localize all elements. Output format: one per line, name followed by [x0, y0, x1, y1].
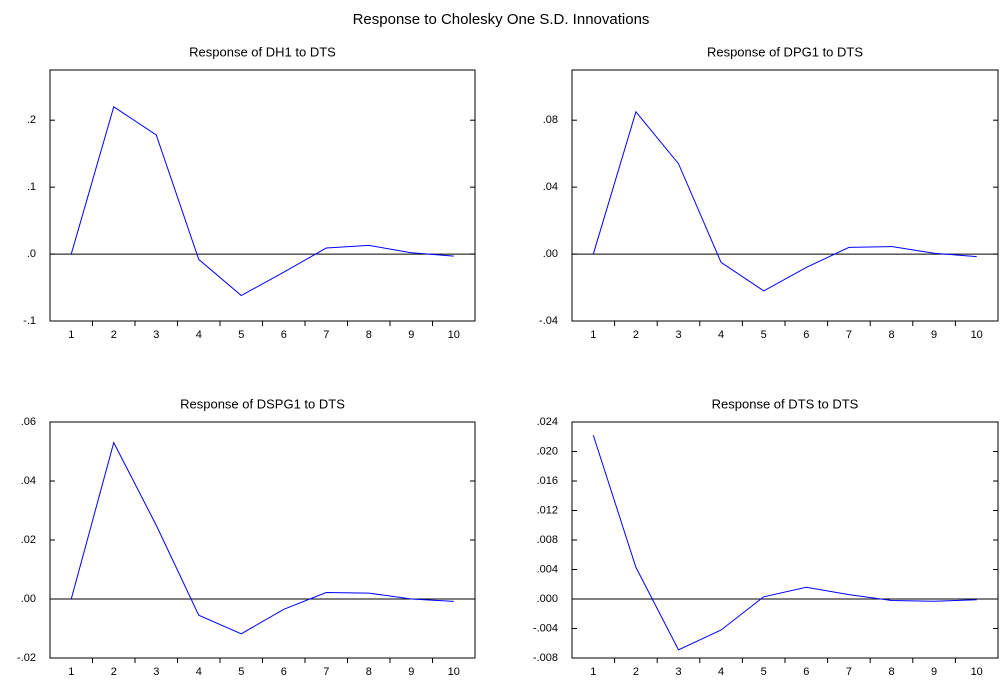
x-tick-label: 2 — [633, 329, 639, 341]
x-tick-label: 9 — [931, 666, 937, 678]
x-tick-label: 9 — [408, 666, 414, 678]
x-tick-label: 3 — [675, 329, 681, 341]
x-tick-label: 5 — [238, 329, 244, 341]
y-tick-label: .04 — [543, 181, 558, 193]
y-tick-label: .020 — [537, 445, 558, 457]
x-tick-label: 10 — [971, 329, 983, 341]
y-tick-label: .04 — [21, 475, 36, 487]
x-tick-label: 3 — [153, 666, 159, 678]
x-tick-label: 8 — [366, 666, 372, 678]
y-tick-label: -.04 — [539, 315, 558, 327]
panel-title: Response of DSPG1 to DTS — [180, 396, 345, 411]
y-tick-label: .02 — [21, 534, 36, 546]
x-tick-label: 1 — [590, 329, 596, 341]
y-tick-label: -.004 — [533, 622, 558, 634]
x-tick-label: 3 — [675, 666, 681, 678]
x-tick-label: 6 — [281, 666, 287, 678]
x-tick-label: 7 — [846, 666, 852, 678]
x-tick-label: 7 — [323, 666, 329, 678]
x-tick-label: 3 — [153, 329, 159, 341]
x-tick-label: 4 — [196, 666, 202, 678]
x-tick-label: 2 — [633, 666, 639, 678]
y-tick-label: -.008 — [533, 652, 558, 664]
x-tick-label: 10 — [971, 666, 983, 678]
plot-frame — [571, 69, 999, 322]
response-line — [70, 441, 454, 635]
x-tick-label: 2 — [111, 666, 117, 678]
x-tick-label: 1 — [590, 666, 596, 678]
x-tick-label: 1 — [68, 329, 74, 341]
x-tick-label: 1 — [68, 666, 74, 678]
x-tick-label: 9 — [931, 329, 937, 341]
y-tick-label: -.02 — [17, 652, 36, 664]
plot-frame — [571, 421, 999, 659]
y-tick-label: .1 — [27, 181, 36, 193]
y-tick-label: .012 — [537, 504, 558, 516]
y-tick-label: .000 — [537, 593, 558, 605]
panel-title: Response of DPG1 to DTS — [707, 44, 863, 59]
x-tick-label: 8 — [366, 329, 372, 341]
x-tick-label: 2 — [111, 329, 117, 341]
response-line — [592, 110, 977, 292]
panel-title: Response of DH1 to DTS — [189, 44, 336, 59]
x-tick-label: 4 — [718, 329, 724, 341]
x-tick-label: 8 — [888, 329, 894, 341]
figure-title: Response to Cholesky One S.D. Innovation… — [353, 11, 650, 28]
x-tick-label: 10 — [448, 666, 460, 678]
x-tick-label: 7 — [846, 329, 852, 341]
y-tick-label: .08 — [543, 114, 558, 126]
x-tick-label: 6 — [803, 666, 809, 678]
plot-frame — [49, 421, 476, 659]
y-tick-label: .008 — [537, 534, 558, 546]
x-tick-label: 5 — [238, 666, 244, 678]
x-tick-label: 4 — [718, 666, 724, 678]
y-tick-label: -.1 — [23, 315, 36, 327]
y-tick-label: .00 — [21, 593, 36, 605]
y-tick-label: .0 — [27, 248, 36, 260]
y-tick-label: .004 — [537, 563, 558, 575]
y-tick-label: .06 — [21, 416, 36, 428]
x-tick-label: 6 — [803, 329, 809, 341]
x-tick-label: 4 — [196, 329, 202, 341]
y-tick-label: .024 — [537, 416, 558, 428]
x-tick-label: 5 — [761, 666, 767, 678]
response-line — [592, 435, 977, 651]
y-tick-label: .016 — [537, 475, 558, 487]
x-tick-label: 5 — [761, 329, 767, 341]
x-tick-label: 8 — [888, 666, 894, 678]
x-tick-label: 6 — [281, 329, 287, 341]
y-tick-label: .2 — [27, 114, 36, 126]
x-tick-label: 9 — [408, 329, 414, 341]
x-tick-label: 10 — [448, 329, 460, 341]
response-line — [70, 106, 454, 297]
panel-title: Response of DTS to DTS — [712, 396, 859, 411]
y-tick-label: .00 — [543, 248, 558, 260]
x-tick-label: 7 — [323, 329, 329, 341]
